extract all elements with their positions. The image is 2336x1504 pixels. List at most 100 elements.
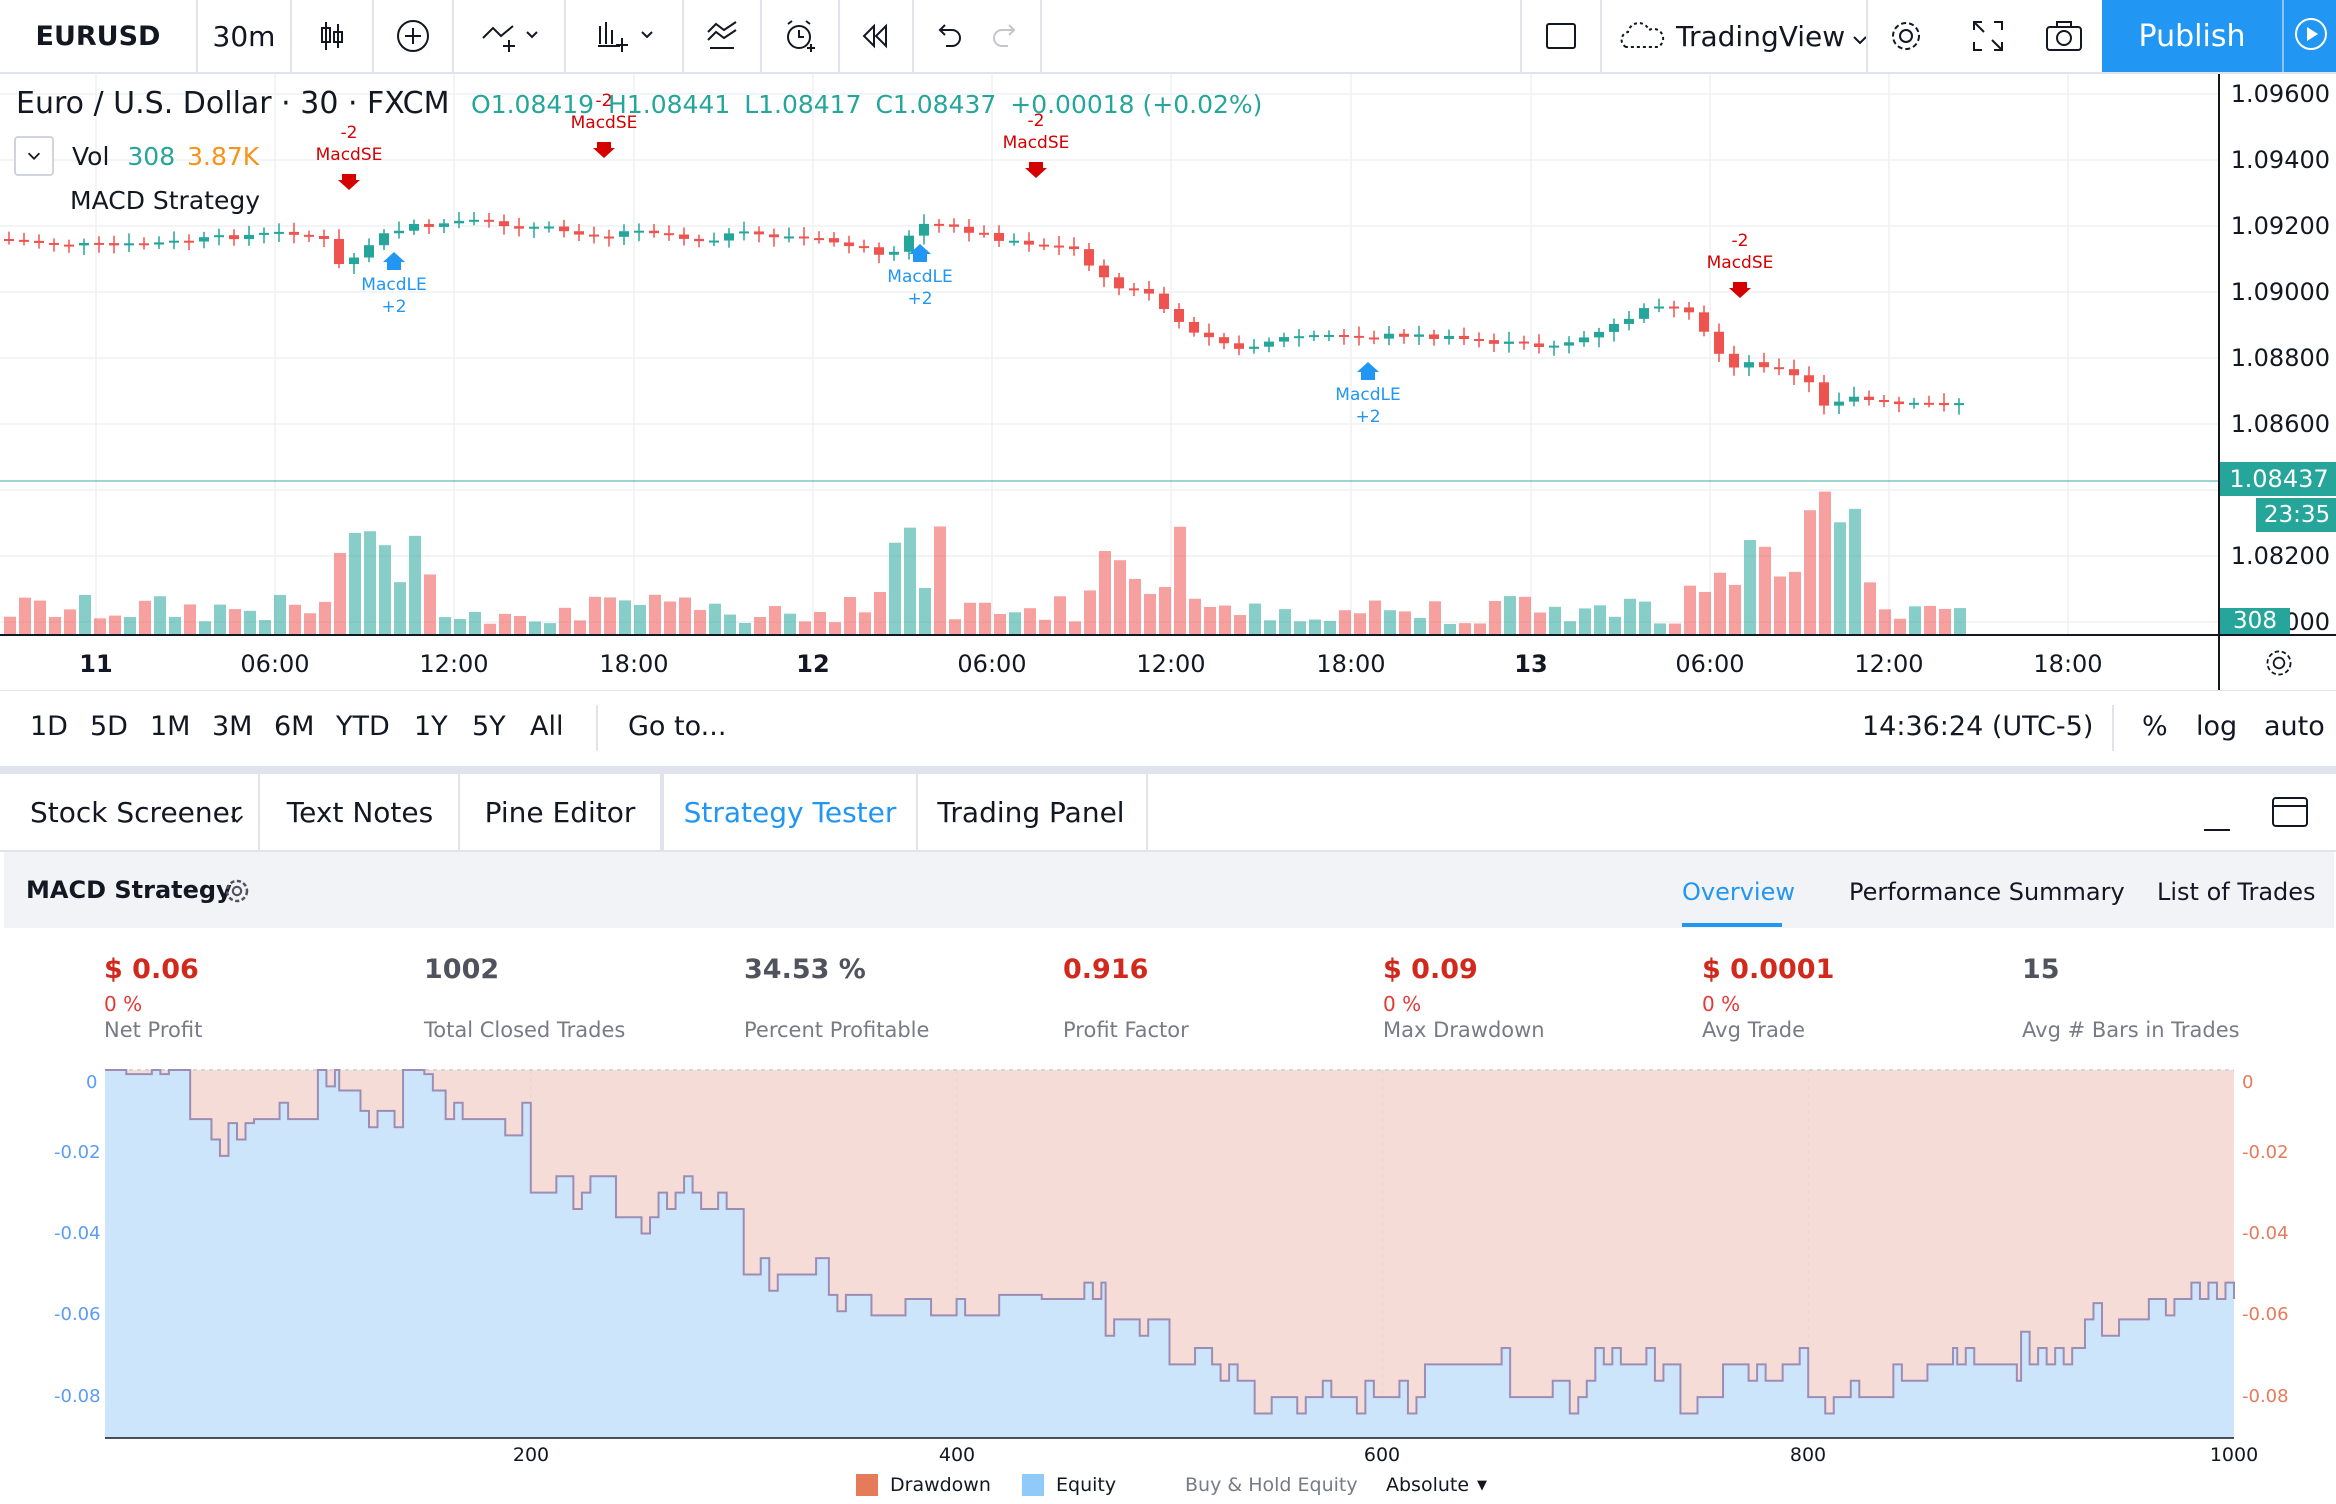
tab-performance-summary[interactable]: Performance Summary xyxy=(1849,878,2125,906)
volume-bar xyxy=(1099,551,1111,634)
strategy-legend[interactable]: MACD Strategy xyxy=(70,186,261,215)
legend-high: H1.08441 xyxy=(608,90,731,119)
range-all[interactable]: All xyxy=(530,711,564,742)
candle-body xyxy=(1069,246,1079,250)
volume-bar xyxy=(1204,606,1216,634)
legend-buy-hold[interactable]: Buy & Hold Equity xyxy=(1185,1474,1358,1496)
candle-body xyxy=(124,243,134,246)
candles-icon[interactable] xyxy=(292,0,372,72)
price-chart[interactable]: -2 MacdSE MacdLE +2 -2 MacdSE MacdLE +2 -2 MacdSE… xyxy=(0,74,2218,634)
time-tick: 12 xyxy=(796,650,830,678)
time-axis[interactable]: 11 06:00 12:00 18:00 12 06:00 12:00 18:0… xyxy=(0,634,2218,690)
tab-strategy-tester[interactable]: Strategy Tester xyxy=(662,774,918,850)
metric-label: Total Closed Trades xyxy=(424,1018,626,1042)
range-3m[interactable]: 3M xyxy=(212,711,253,742)
square-icon[interactable] xyxy=(1522,0,1600,72)
alert-icon[interactable] xyxy=(762,0,838,72)
legend-drawdown[interactable]: Drawdown xyxy=(856,1474,991,1496)
metric-value: $ 0.06 xyxy=(104,954,199,985)
symbol-search[interactable]: EURUSD xyxy=(0,0,196,72)
absolute-dropdown[interactable]: Absolute ▼ xyxy=(1386,1474,1487,1496)
tab-label: Pine Editor xyxy=(484,795,636,829)
minimize-icon[interactable] xyxy=(2200,800,2236,840)
candle-body xyxy=(409,224,419,231)
range-1d[interactable]: 1D xyxy=(30,711,68,742)
candle-body xyxy=(1039,244,1049,247)
auto-toggle[interactable]: auto xyxy=(2264,711,2325,742)
volume-bar xyxy=(1474,623,1486,634)
play-icon xyxy=(2293,16,2329,56)
layout-selector[interactable]: TradingView xyxy=(1602,0,1880,72)
range-6m[interactable]: 6M xyxy=(274,711,315,742)
add-indicator-icon[interactable] xyxy=(374,0,452,72)
candle-body xyxy=(649,230,659,234)
chevron-down-icon xyxy=(1850,24,1870,57)
candle-body xyxy=(1009,240,1019,243)
signal-label: MacdLE xyxy=(887,267,952,287)
templates-icon[interactable] xyxy=(684,0,760,72)
volume-bar xyxy=(1564,621,1576,634)
chart-settings-icon[interactable] xyxy=(2218,634,2336,690)
settings-icon[interactable] xyxy=(1868,0,1944,72)
volume-bar xyxy=(859,612,871,634)
candle-body xyxy=(1819,382,1829,406)
log-toggle[interactable]: log xyxy=(2196,711,2238,742)
tab-trading-panel[interactable]: Trading Panel xyxy=(916,774,1148,850)
play-button[interactable] xyxy=(2282,0,2336,72)
volume-bar xyxy=(244,610,256,634)
publish-label: Publish xyxy=(2138,18,2246,54)
legend-label: Buy & Hold Equity xyxy=(1185,1474,1358,1496)
legend-equity[interactable]: Equity xyxy=(1022,1474,1116,1496)
volume-bar xyxy=(1114,560,1126,634)
volume-bar xyxy=(1084,590,1096,634)
tab-text-notes[interactable]: Text Notes xyxy=(262,774,460,850)
y-tick-left: -0.04 xyxy=(54,1223,101,1244)
camera-icon[interactable] xyxy=(2026,0,2102,72)
tab-list-of-trades[interactable]: List of Trades xyxy=(2157,878,2316,906)
range-5d[interactable]: 5D xyxy=(90,711,128,742)
volume-bar xyxy=(1054,596,1066,634)
volume-bar xyxy=(499,613,511,634)
undo-icon[interactable] xyxy=(914,0,982,72)
volume-bar xyxy=(484,623,496,634)
candle-body xyxy=(1354,335,1364,338)
compare-icon[interactable] xyxy=(454,0,564,72)
redo-icon[interactable] xyxy=(972,0,1040,72)
goto-date-button[interactable]: Go to... xyxy=(628,711,727,742)
volume-bar xyxy=(1669,623,1681,634)
volume-bar xyxy=(154,596,166,634)
bottom-panel-tabs: Stock Screener Text Notes Pine Editor St… xyxy=(0,774,2336,852)
equity-chart[interactable] xyxy=(0,1060,2336,1450)
volume-bar xyxy=(919,587,931,634)
price-scale[interactable]: 1.09600 1.09400 1.09200 1.09000 1.08800 … xyxy=(2218,74,2336,636)
metric-percent: 0 % xyxy=(104,992,143,1016)
range-1y[interactable]: 1Y xyxy=(414,711,448,742)
candle-body xyxy=(1174,308,1184,322)
tab-pine-editor[interactable]: Pine Editor xyxy=(460,774,662,850)
candle-body xyxy=(79,242,89,246)
panel-divider[interactable] xyxy=(0,766,2336,774)
volume-bar xyxy=(1339,610,1351,634)
candle-body xyxy=(1054,245,1064,248)
interval-selector[interactable]: 30m xyxy=(198,0,290,72)
range-ytd[interactable]: YTD xyxy=(336,711,390,742)
volume-bar xyxy=(289,604,301,634)
tab-stock-screener[interactable]: Stock Screener xyxy=(0,774,260,850)
candle-body xyxy=(1849,396,1859,402)
collapse-legend-button[interactable] xyxy=(14,136,54,176)
range-1m[interactable]: 1M xyxy=(150,711,191,742)
gear-icon[interactable] xyxy=(222,876,252,910)
maximize-icon[interactable] xyxy=(2270,794,2310,834)
range-5y[interactable]: 5Y xyxy=(472,711,506,742)
publish-button[interactable]: Publish xyxy=(2102,0,2282,72)
indicators-icon[interactable] xyxy=(566,0,682,72)
candle-body xyxy=(709,240,719,243)
clock-time[interactable]: 14:36:24 (UTC-5) xyxy=(1862,711,2094,742)
replay-icon[interactable] xyxy=(840,0,912,72)
tab-overview[interactable]: Overview xyxy=(1682,878,1795,906)
fullscreen-icon[interactable] xyxy=(1950,0,2026,72)
strategy-name[interactable]: MACD Strategy xyxy=(26,876,232,904)
percent-toggle[interactable]: % xyxy=(2142,711,2168,742)
volume-bar xyxy=(79,594,91,634)
candlestick-plot[interactable]: -2MacdSEMacdLE+2-2MacdSEMacdLE+2-2MacdSE… xyxy=(0,74,2218,634)
